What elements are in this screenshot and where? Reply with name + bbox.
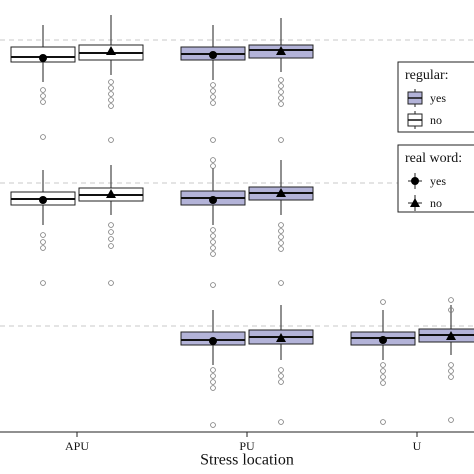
outlier bbox=[108, 79, 114, 85]
outlier bbox=[40, 232, 46, 238]
outlier bbox=[278, 280, 284, 286]
mean-marker bbox=[276, 333, 286, 342]
outlier bbox=[380, 419, 386, 425]
outlier bbox=[448, 307, 454, 313]
outlier bbox=[108, 243, 114, 249]
legend-marker bbox=[411, 177, 419, 185]
outlier bbox=[380, 362, 386, 368]
outlier bbox=[210, 94, 216, 100]
outlier bbox=[40, 280, 46, 286]
outlier bbox=[278, 367, 284, 373]
outlier bbox=[278, 137, 284, 143]
mean-marker bbox=[276, 188, 286, 197]
outlier bbox=[210, 137, 216, 143]
outlier bbox=[108, 222, 114, 228]
outlier bbox=[40, 93, 46, 99]
outlier bbox=[210, 239, 216, 245]
mean-marker bbox=[106, 189, 116, 198]
outlier bbox=[278, 83, 284, 89]
outlier bbox=[448, 417, 454, 423]
outlier bbox=[448, 374, 454, 380]
outlier bbox=[278, 89, 284, 95]
outlier bbox=[108, 97, 114, 103]
outlier bbox=[210, 385, 216, 391]
outlier bbox=[40, 239, 46, 245]
outlier bbox=[210, 163, 216, 169]
legend-marker bbox=[410, 198, 420, 207]
outlier bbox=[210, 157, 216, 163]
outlier bbox=[210, 245, 216, 251]
x-tick-label: PU bbox=[239, 439, 255, 453]
outlier bbox=[210, 367, 216, 373]
mean-marker bbox=[209, 51, 217, 59]
outlier bbox=[210, 379, 216, 385]
outlier bbox=[40, 99, 46, 105]
outlier bbox=[40, 87, 46, 93]
outlier bbox=[278, 240, 284, 246]
mean-marker bbox=[39, 54, 47, 62]
outlier bbox=[380, 380, 386, 386]
outlier bbox=[210, 100, 216, 106]
mean-marker bbox=[276, 46, 286, 55]
legend-box bbox=[397, 144, 474, 213]
legend-title: regular: bbox=[405, 68, 449, 83]
outlier bbox=[278, 95, 284, 101]
outlier bbox=[278, 77, 284, 83]
outlier bbox=[380, 299, 386, 305]
legend-title: real word: bbox=[405, 151, 462, 166]
outlier bbox=[448, 368, 454, 374]
outlier bbox=[210, 82, 216, 88]
outlier bbox=[40, 245, 46, 251]
outlier bbox=[448, 362, 454, 368]
outlier bbox=[108, 91, 114, 97]
x-tick-label: U bbox=[413, 439, 422, 453]
legend-label: yes bbox=[430, 91, 446, 105]
outlier bbox=[278, 101, 284, 107]
legend-label: no bbox=[430, 113, 442, 127]
x-axis-label: Stress location bbox=[200, 452, 294, 469]
outlier bbox=[40, 134, 46, 140]
outlier bbox=[278, 222, 284, 228]
outlier bbox=[210, 282, 216, 288]
mean-marker bbox=[379, 336, 387, 344]
outlier bbox=[278, 246, 284, 252]
outlier bbox=[380, 374, 386, 380]
mean-marker bbox=[209, 196, 217, 204]
outlier bbox=[210, 373, 216, 379]
outlier bbox=[108, 85, 114, 91]
outlier bbox=[108, 137, 114, 143]
outlier bbox=[108, 229, 114, 235]
outlier bbox=[380, 368, 386, 374]
outlier bbox=[278, 373, 284, 379]
outlier bbox=[278, 379, 284, 385]
mean-marker bbox=[446, 331, 456, 340]
outlier bbox=[210, 233, 216, 239]
outlier bbox=[278, 234, 284, 240]
outlier bbox=[108, 280, 114, 286]
outlier bbox=[278, 419, 284, 425]
outlier bbox=[210, 88, 216, 94]
outlier bbox=[278, 228, 284, 234]
outlier bbox=[108, 103, 114, 109]
legend-label: no bbox=[430, 196, 442, 210]
outlier bbox=[210, 227, 216, 233]
mean-marker bbox=[106, 46, 116, 55]
mean-marker bbox=[209, 337, 217, 345]
outlier bbox=[210, 251, 216, 257]
outlier bbox=[448, 297, 454, 303]
outlier bbox=[210, 422, 216, 428]
x-tick-label: APU bbox=[65, 439, 89, 453]
legend-label: yes bbox=[430, 174, 446, 188]
mean-marker bbox=[39, 196, 47, 204]
outlier bbox=[108, 236, 114, 242]
